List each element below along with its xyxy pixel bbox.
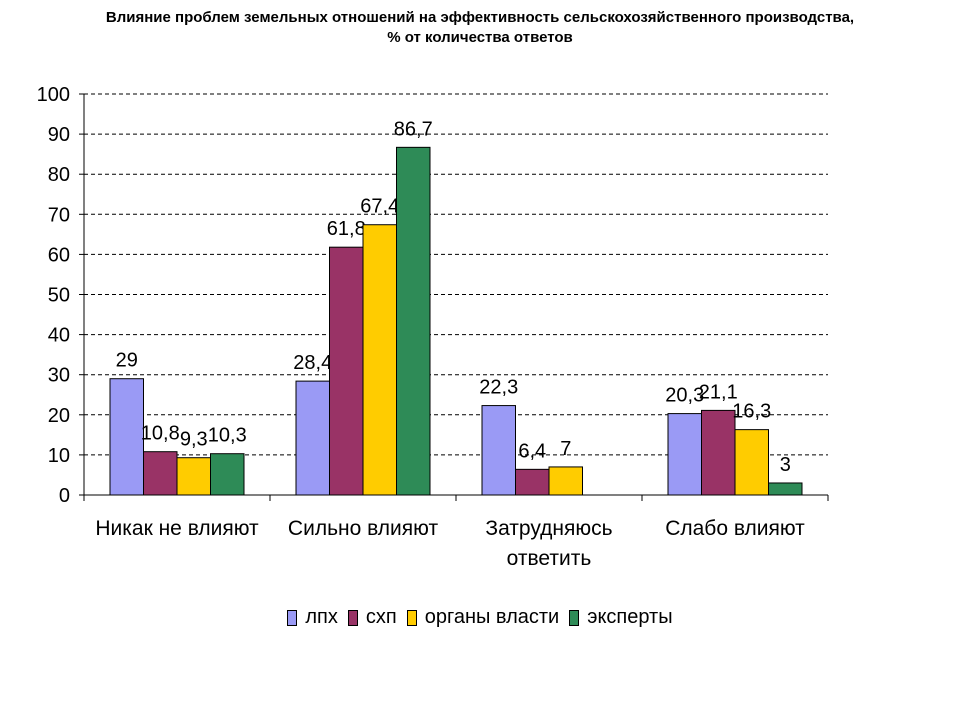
data-label-3-3: 3 [780, 454, 791, 476]
bar-2-1 [515, 468, 550, 496]
data-label-1-2: 67,4 [360, 196, 399, 218]
data-label-3-2: 16,3 [732, 401, 771, 423]
legend-item-lph: лпх [287, 606, 338, 629]
y-tick-label: 100 [37, 84, 70, 106]
legend-item-experts: эксперты [569, 606, 673, 629]
x-category-label: ответить [507, 547, 592, 570]
y-tick-label: 20 [48, 405, 70, 427]
legend-swatch-authorities [406, 609, 417, 626]
chart-legend: лпх схп органы власти эксперты [0, 606, 960, 629]
legend-item-shp: схп [347, 606, 397, 629]
data-label-0-2: 9,3 [180, 429, 208, 451]
data-label-2-2: 7 [560, 438, 571, 460]
bar-3-0 [667, 413, 702, 496]
bar-3-2 [734, 429, 769, 496]
bar-2-2 [548, 466, 583, 496]
chart-title: Влияние проблем земельных отношений на э… [0, 8, 960, 48]
y-tick-label: 30 [48, 365, 70, 387]
legend-label-experts: эксперты [587, 606, 673, 628]
legend-label-shp: схп [365, 606, 397, 628]
bar-0-2 [176, 457, 211, 496]
bar-1-2 [362, 224, 397, 496]
y-tick-label: 50 [48, 285, 70, 307]
data-label-1-1: 61,8 [327, 218, 366, 240]
y-tick-label: 0 [59, 485, 70, 507]
data-label-2-1: 6,4 [518, 440, 546, 462]
chart-title-line-2: % от количества ответов [387, 29, 573, 46]
data-label-0-0: 29 [116, 350, 138, 372]
x-category-label: Сильно влияют [288, 517, 439, 540]
legend-swatch-experts [569, 609, 580, 626]
data-label-1-3: 86,7 [394, 118, 433, 140]
bar-3-1 [701, 409, 736, 496]
legend-swatch-shp [347, 609, 358, 626]
bar-1-1 [329, 246, 364, 496]
bar-0-1 [143, 451, 178, 496]
data-label-0-1: 10,8 [141, 423, 180, 445]
y-tick-label: 60 [48, 244, 70, 266]
bar-1-3 [396, 146, 431, 496]
data-label-3-0: 20,3 [665, 385, 704, 407]
y-tick-label: 10 [48, 445, 70, 467]
bar-2-0 [481, 405, 516, 496]
chart-title-line-1: Влияние проблем земельных отношений на э… [105, 9, 855, 26]
legend-label-lph: лпх [305, 606, 338, 628]
y-tick-label: 80 [48, 164, 70, 186]
y-tick-label: 40 [48, 325, 70, 347]
legend-swatch-lph [287, 609, 298, 626]
y-tick-label: 70 [48, 204, 70, 226]
x-category-label: Слабо влияют [665, 517, 805, 540]
data-label-1-0: 28,4 [293, 352, 332, 374]
legend-label-authorities: органы власти [424, 606, 560, 628]
bar-0-3 [210, 453, 245, 496]
bar-0-0 [109, 378, 144, 496]
data-label-3-1: 21,1 [699, 381, 738, 403]
data-label-2-0: 22,3 [479, 377, 518, 399]
x-category-label: Затрудняюсь [485, 517, 612, 540]
x-category-label: Никак не влияют [95, 517, 259, 540]
y-tick-label: 90 [48, 124, 70, 146]
bar-3-3 [768, 482, 803, 496]
legend-item-authorities: органы власти [406, 606, 560, 629]
data-label-0-3: 10,3 [208, 425, 247, 447]
bar-1-0 [295, 380, 330, 496]
